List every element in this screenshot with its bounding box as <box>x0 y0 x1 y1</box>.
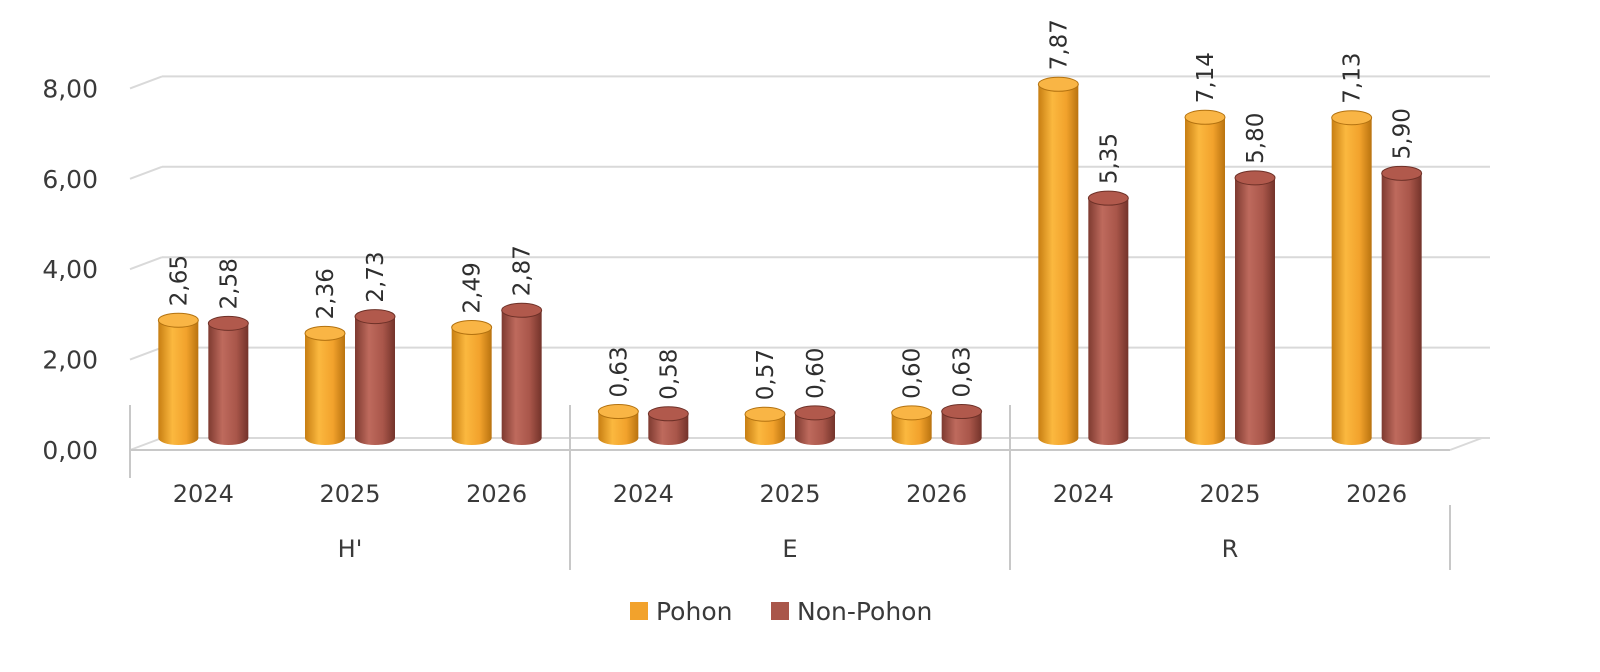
x-tick-label: 2025 <box>319 480 380 508</box>
group-label: E <box>782 535 797 563</box>
bar-pohon <box>1037 76 1079 445</box>
legend-label: Pohon <box>656 597 732 626</box>
x-tick-label: 2024 <box>173 480 234 508</box>
legend-item: Pohon <box>630 597 732 626</box>
group-label: R <box>1222 535 1239 563</box>
x-tick-label: 2026 <box>1346 480 1407 508</box>
x-tick-label: 2024 <box>1053 480 1114 508</box>
data-label: 5,35 <box>1096 133 1122 184</box>
bar-pohon <box>744 406 786 445</box>
gridline-depth <box>129 346 163 361</box>
gridline-depth <box>129 437 163 451</box>
bar-non-pohon <box>207 315 249 445</box>
x-tick-label: 2025 <box>759 480 820 508</box>
bar-non-pohon <box>941 404 983 445</box>
data-label: 2,49 <box>460 262 486 313</box>
data-label: 0,57 <box>753 349 779 400</box>
gridline-depth <box>129 256 163 271</box>
data-label: 5,80 <box>1243 113 1269 164</box>
bar-pohon <box>597 404 639 445</box>
legend-swatch <box>771 602 789 620</box>
data-label: 2,65 <box>166 255 192 306</box>
y-tick-label: 2,00 <box>42 346 98 375</box>
bar-pohon <box>891 405 933 445</box>
legend-item: Non-Pohon <box>771 597 932 626</box>
data-label: 2,87 <box>510 245 536 296</box>
x-tick-label: 2024 <box>613 480 674 508</box>
gridline-depth <box>129 75 163 90</box>
x-tick-label: 2026 <box>906 480 967 508</box>
x-tick-label: 2025 <box>1199 480 1260 508</box>
bar-non-pohon <box>794 405 836 445</box>
bar-non-pohon <box>1087 190 1129 445</box>
data-label: 2,73 <box>363 251 389 302</box>
data-label: 0,60 <box>803 348 829 399</box>
y-tick-label: 6,00 <box>42 165 98 194</box>
legend-swatch <box>630 602 648 620</box>
data-label: 7,87 <box>1046 19 1072 70</box>
data-label: 2,36 <box>313 268 339 319</box>
bar-pohon <box>157 312 199 445</box>
bar-pohon <box>451 319 493 445</box>
data-label: 0,58 <box>656 349 682 400</box>
data-label: 0,60 <box>900 348 926 399</box>
bar-non-pohon <box>1381 165 1423 445</box>
data-label: 7,13 <box>1340 53 1366 104</box>
data-label: 0,63 <box>606 346 632 397</box>
bar-non-pohon <box>647 406 689 445</box>
bar-pohon <box>1184 109 1226 445</box>
data-label: 2,58 <box>216 258 242 309</box>
bar-non-pohon <box>1234 170 1276 445</box>
bar-non-pohon <box>501 302 543 445</box>
gridline-depth <box>129 165 163 180</box>
bar-non-pohon <box>354 309 396 445</box>
data-label: 0,63 <box>950 346 976 397</box>
bar-pohon <box>1331 110 1373 445</box>
group-label: H' <box>338 535 363 563</box>
y-tick-label: 8,00 <box>42 74 98 103</box>
x-tick-label: 2026 <box>466 480 527 508</box>
y-tick-label: 0,00 <box>42 436 98 465</box>
bar-pohon <box>304 325 346 445</box>
y-tick-label: 4,00 <box>42 255 98 284</box>
data-label: 7,14 <box>1193 52 1219 103</box>
legend-label: Non-Pohon <box>797 597 932 626</box>
data-label: 5,90 <box>1390 108 1416 159</box>
floor-edge <box>1449 437 1483 451</box>
